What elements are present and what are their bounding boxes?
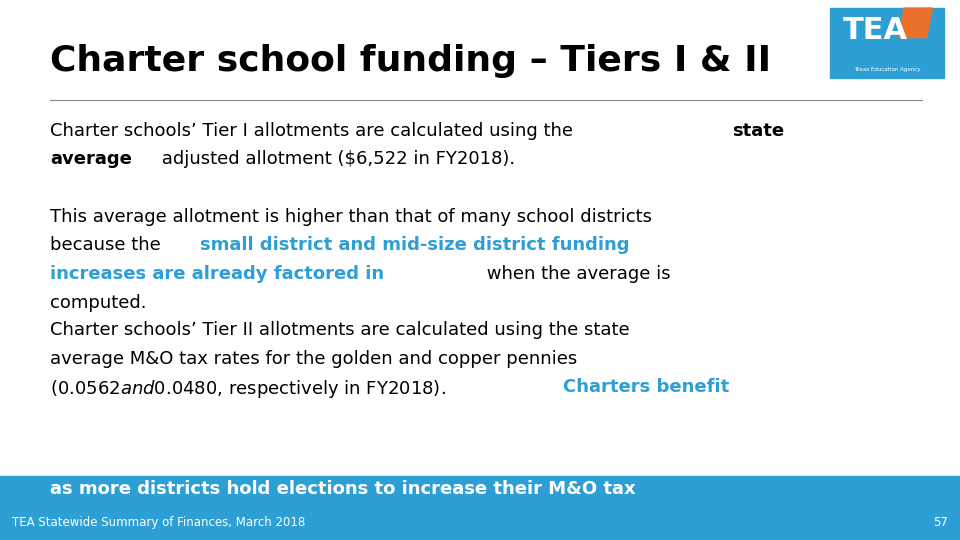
Text: Texas Education Agency: Texas Education Agency <box>853 68 921 72</box>
Bar <box>0 501 960 540</box>
Text: as more districts hold elections to increase their M&O tax: as more districts hold elections to incr… <box>50 480 636 498</box>
Text: increases are already factored in: increases are already factored in <box>50 265 384 283</box>
Text: Charter school funding – Tiers I & II: Charter school funding – Tiers I & II <box>50 44 771 78</box>
Text: Charter schools’ Tier II allotments are calculated using the state: Charter schools’ Tier II allotments are … <box>50 321 630 339</box>
Text: when the average is: when the average is <box>481 265 671 283</box>
Text: TEA: TEA <box>843 16 908 45</box>
Text: Charters benefit: Charters benefit <box>564 379 730 396</box>
Bar <box>830 8 944 78</box>
Text: average: average <box>50 150 132 168</box>
Text: average M&O tax rates for the golden and copper pennies: average M&O tax rates for the golden and… <box>50 350 577 368</box>
Text: small district and mid-size district funding: small district and mid-size district fun… <box>201 237 630 254</box>
Text: state: state <box>732 122 784 139</box>
Text: because the: because the <box>50 237 166 254</box>
Text: Charter schools’ Tier I allotments are calculated using the: Charter schools’ Tier I allotments are c… <box>50 122 579 139</box>
Text: TEA Statewide Summary of Finances, March 2018: TEA Statewide Summary of Finances, March… <box>12 516 304 529</box>
Text: computed.: computed. <box>50 294 147 312</box>
Text: This average allotment is higher than that of many school districts: This average allotment is higher than th… <box>50 208 652 226</box>
Text: adjusted allotment ($6,522 in FY2018).: adjusted allotment ($6,522 in FY2018). <box>156 150 515 168</box>
Bar <box>0 476 960 501</box>
Text: ($0.0562 and $0.0480, respectively in FY2018).: ($0.0562 and $0.0480, respectively in FY… <box>50 379 447 401</box>
Polygon shape <box>899 8 932 38</box>
Bar <box>826 5 948 81</box>
Text: 57: 57 <box>934 516 948 529</box>
